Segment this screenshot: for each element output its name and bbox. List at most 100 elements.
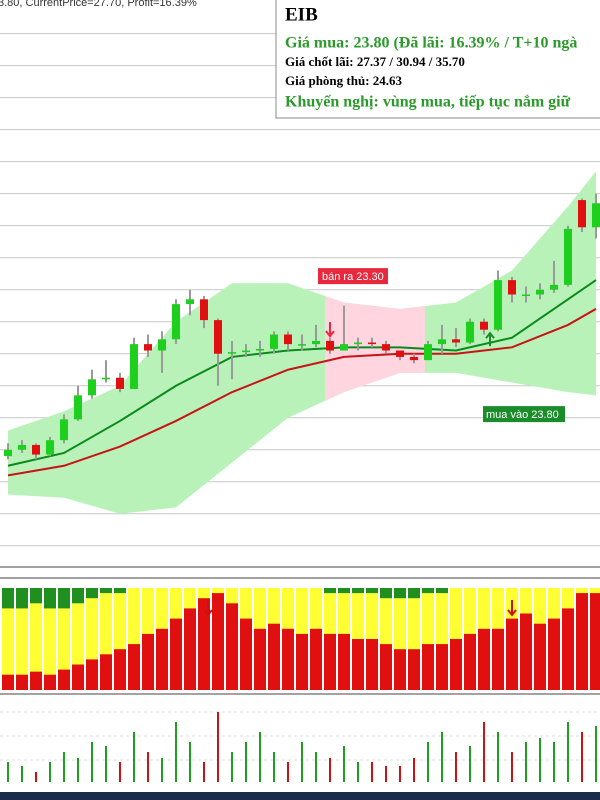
indicator-red — [86, 659, 98, 690]
volume-bar — [497, 732, 499, 782]
volume-bar — [595, 726, 597, 782]
volume-bar — [539, 738, 541, 782]
candle-body — [88, 379, 96, 396]
indicator-green — [324, 588, 336, 594]
volume-bar — [105, 746, 107, 782]
volume-bar — [343, 746, 345, 782]
volume-bar — [581, 732, 583, 782]
candle-body — [242, 350, 250, 353]
volume-bar — [245, 742, 247, 782]
indicator-green — [2, 588, 14, 609]
volume-bar — [567, 722, 569, 782]
volume-bar — [161, 758, 163, 782]
indicator-green — [16, 588, 28, 609]
indicator-red — [240, 618, 252, 690]
candle-body — [326, 340, 334, 351]
indicator-green — [394, 588, 406, 599]
volume-bar — [469, 746, 471, 782]
indicator-red — [226, 603, 238, 690]
candle-body — [4, 449, 12, 457]
candle-body — [396, 350, 404, 357]
volume-bar — [525, 742, 527, 782]
volume-panel — [0, 711, 600, 782]
candle-body — [32, 444, 40, 455]
indicator-green — [44, 588, 56, 609]
annotation-label: mua vào 23.80 — [486, 409, 559, 421]
volume-bar — [63, 752, 65, 782]
indicator-red — [212, 593, 224, 690]
info-line: Giá phòng thủ: 24.63 — [285, 73, 403, 88]
indicator-red — [268, 623, 280, 690]
candle-body — [186, 299, 194, 305]
indicator-red — [44, 674, 56, 690]
indicator-green — [30, 588, 42, 604]
indicator-green — [352, 588, 364, 594]
indicator-yellow — [2, 588, 14, 690]
indicator-red — [310, 628, 322, 690]
volume-bar — [427, 742, 429, 782]
volume-bar — [147, 752, 149, 782]
candle-body — [438, 339, 446, 345]
indicator-red — [142, 633, 154, 690]
indicator-green — [100, 588, 112, 594]
indicator-yellow — [16, 588, 28, 690]
indicator-red — [478, 628, 490, 690]
indicator-green — [72, 588, 84, 604]
volume-bar — [259, 732, 261, 782]
taskbar — [0, 792, 600, 800]
info-box-frame — [275, 0, 600, 119]
indicator-red — [534, 623, 546, 690]
annotation: mua vào 23.80 — [483, 331, 565, 423]
candle-body — [60, 419, 68, 441]
indicator-red — [16, 674, 28, 690]
candle-body — [102, 377, 110, 380]
indicator-red — [352, 639, 364, 690]
arrow-head — [325, 330, 335, 338]
indicator-red — [394, 649, 406, 690]
volume-bar — [315, 752, 317, 782]
indicator-green — [408, 588, 420, 599]
indicator-red — [380, 644, 392, 690]
volume-bar — [399, 766, 401, 782]
volume-bar — [35, 772, 37, 782]
volume-bar — [483, 722, 485, 782]
indicator-red — [450, 639, 462, 690]
volume-bar — [231, 752, 233, 782]
indicator-green — [114, 588, 126, 594]
volume-bar — [371, 762, 373, 782]
candle-body — [74, 395, 82, 420]
candle-body — [550, 284, 558, 290]
candle-body — [256, 348, 264, 351]
volume-bar — [273, 752, 275, 782]
indicator-green — [422, 588, 434, 594]
indicator-red — [338, 633, 350, 690]
volume-bar — [217, 712, 219, 782]
indicator-red — [422, 644, 434, 690]
volume-bar — [133, 732, 135, 782]
indicator-green — [436, 588, 448, 594]
info-line: Giá mua: 23.80 (Đã lãi: 16.39% / T+10 ng… — [285, 35, 577, 52]
indicator-yellow — [30, 588, 42, 690]
indicator-red — [548, 618, 560, 690]
candle-body — [312, 340, 320, 345]
volume-bar — [119, 762, 121, 782]
signal-arrow-head — [203, 609, 213, 617]
volume-bar — [553, 742, 555, 782]
info-box: EIB Giá mua: 23.80 (Đã lãi: 16.39% / T+1… — [275, 0, 600, 119]
indicator-red — [282, 628, 294, 690]
volume-bar — [7, 762, 9, 782]
candle-body — [172, 304, 180, 340]
candle-body — [424, 344, 432, 361]
volume-bar — [189, 742, 191, 782]
volume-bar — [301, 742, 303, 782]
indicator-red — [464, 633, 476, 690]
candle-body — [228, 352, 236, 354]
candle-body — [564, 228, 572, 285]
candle-body — [200, 299, 208, 321]
price-panel: bán ra 23.30 mua vào 23.80 — [0, 33, 600, 547]
info-title: EIB — [285, 4, 318, 25]
candle-body — [410, 356, 418, 361]
indicator-red — [366, 639, 378, 690]
